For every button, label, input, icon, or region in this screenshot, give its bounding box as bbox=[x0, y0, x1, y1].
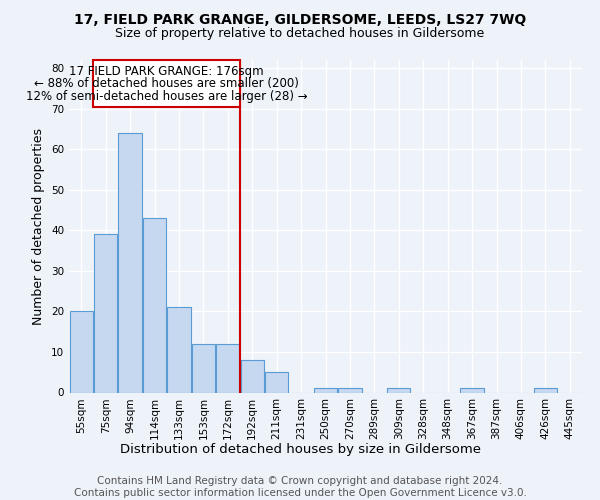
Text: 12% of semi-detached houses are larger (28) →: 12% of semi-detached houses are larger (… bbox=[26, 90, 308, 104]
Bar bbox=[216, 344, 239, 393]
Text: 17, FIELD PARK GRANGE, GILDERSOME, LEEDS, LS27 7WQ: 17, FIELD PARK GRANGE, GILDERSOME, LEEDS… bbox=[74, 12, 526, 26]
Text: Contains public sector information licensed under the Open Government Licence v3: Contains public sector information licen… bbox=[74, 488, 526, 498]
Text: Distribution of detached houses by size in Gildersome: Distribution of detached houses by size … bbox=[119, 442, 481, 456]
Bar bbox=[314, 388, 337, 392]
Bar bbox=[338, 388, 362, 392]
Text: 17 FIELD PARK GRANGE: 176sqm: 17 FIELD PARK GRANGE: 176sqm bbox=[70, 65, 264, 78]
FancyBboxPatch shape bbox=[94, 60, 240, 106]
Bar bbox=[265, 372, 288, 392]
Bar bbox=[70, 312, 93, 392]
Bar bbox=[387, 388, 410, 392]
Text: Contains HM Land Registry data © Crown copyright and database right 2024.: Contains HM Land Registry data © Crown c… bbox=[97, 476, 503, 486]
Bar bbox=[94, 234, 117, 392]
Text: ← 88% of detached houses are smaller (200): ← 88% of detached houses are smaller (20… bbox=[34, 77, 299, 90]
Bar bbox=[118, 133, 142, 392]
Bar bbox=[143, 218, 166, 392]
Bar bbox=[167, 308, 191, 392]
Text: Size of property relative to detached houses in Gildersome: Size of property relative to detached ho… bbox=[115, 28, 485, 40]
Bar bbox=[460, 388, 484, 392]
Bar bbox=[241, 360, 264, 392]
Bar bbox=[534, 388, 557, 392]
Y-axis label: Number of detached properties: Number of detached properties bbox=[32, 128, 46, 325]
Bar bbox=[192, 344, 215, 393]
